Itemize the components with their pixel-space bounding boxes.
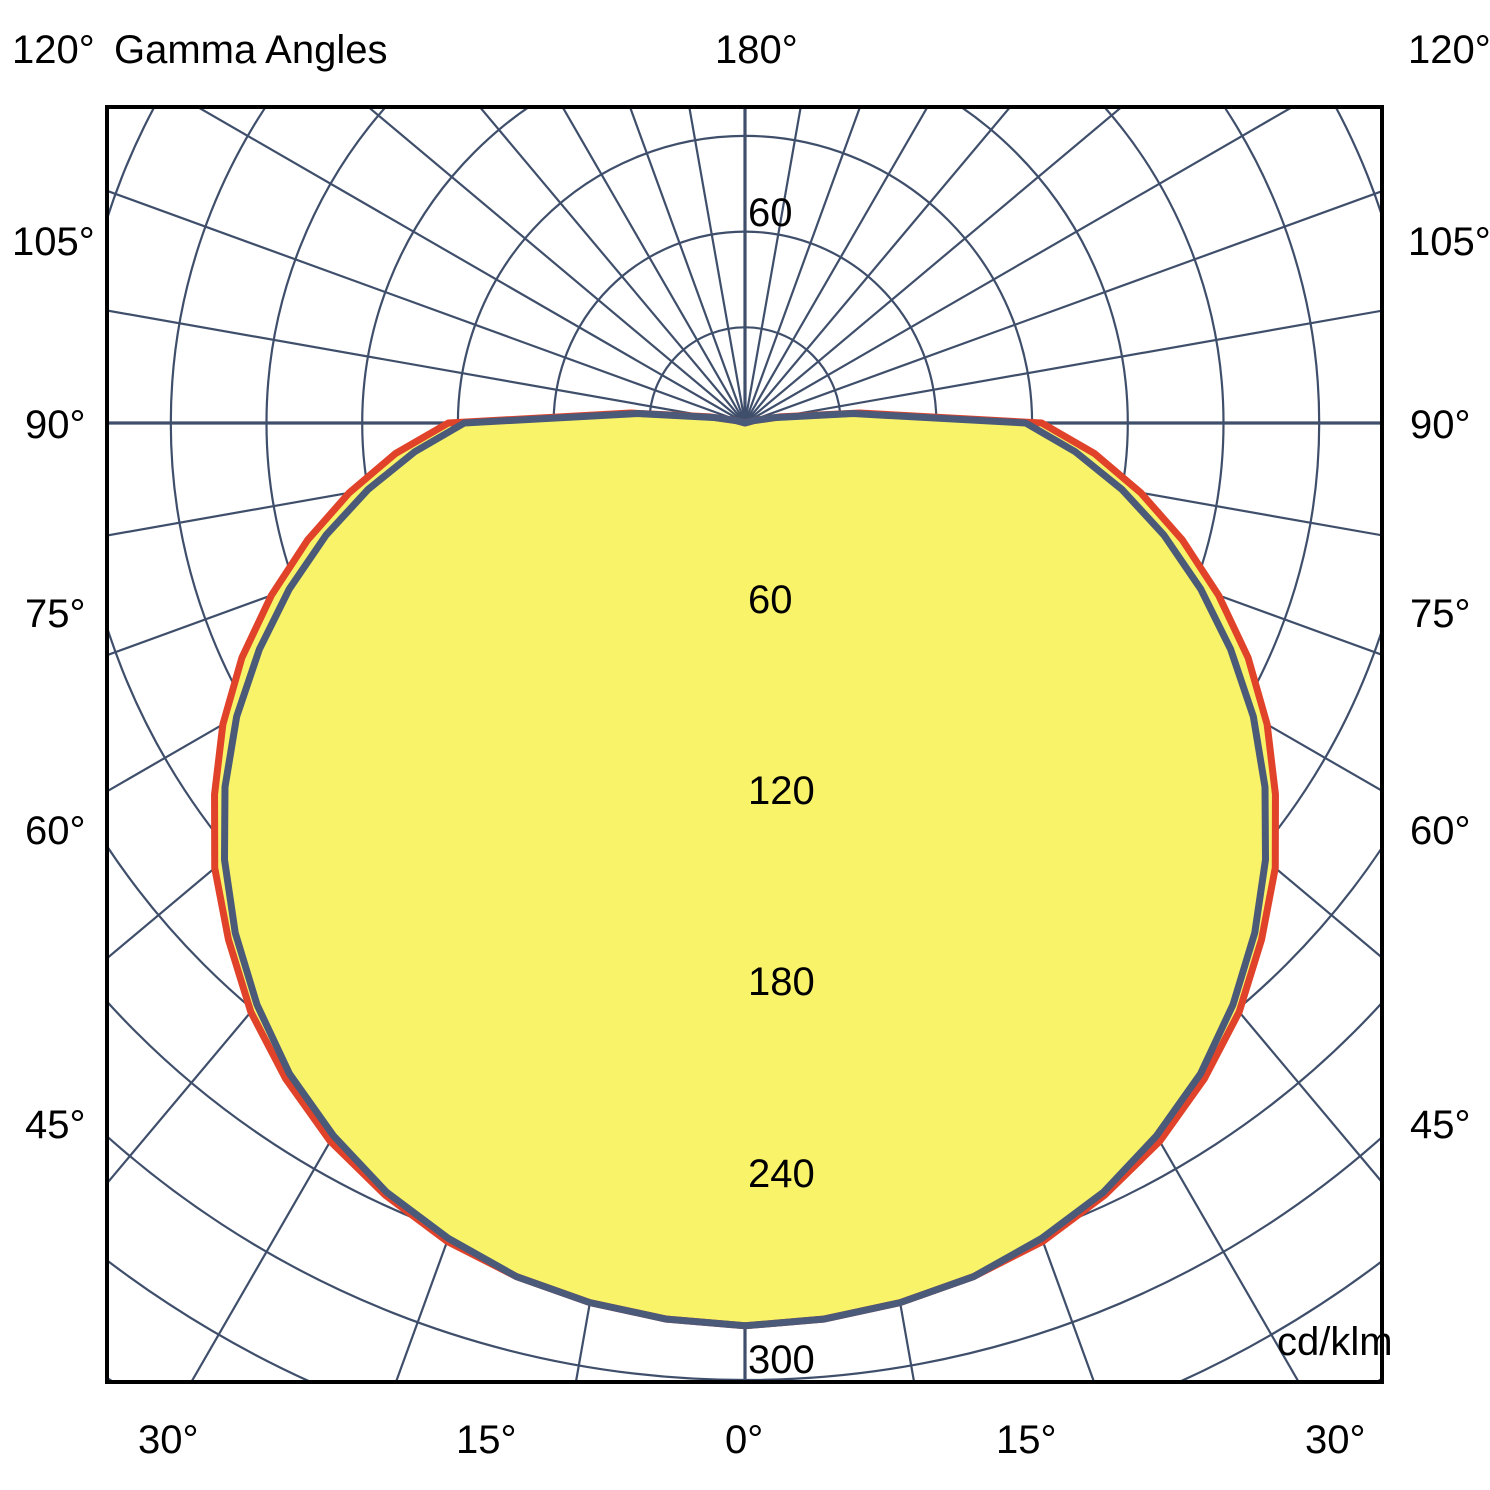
gamma-label-right-75: 75° [1410, 592, 1471, 636]
grid-spoke-310 [366, 107, 746, 424]
curve-path-c0-c180 [221, 410, 1269, 1330]
grid-spoke-320 [478, 107, 746, 424]
c-plane-label-0: 0° [725, 1418, 764, 1462]
grid-spoke-330 [561, 107, 746, 424]
grid-spoke-340 [628, 107, 747, 424]
grid-spoke-350 [688, 107, 747, 424]
grid-spoke-50 [744, 107, 1124, 424]
distribution-filled-region [214, 412, 1276, 1326]
c-plane-label-left-30: 30° [138, 1418, 199, 1462]
gamma-label-right-90: 90° [1410, 403, 1471, 447]
radial-label-180: 180 [748, 960, 815, 1004]
distribution-fill-area [214, 412, 1276, 1326]
grid-spoke-40 [744, 107, 1012, 424]
gamma-label-left-60: 60° [25, 809, 86, 853]
gamma-label-left-120: 120° [12, 28, 95, 72]
grid-spoke-280 [107, 309, 746, 425]
gamma-label-left-105: 105° [12, 220, 95, 264]
grid-spoke-30 [744, 107, 929, 424]
gamma-label-right-45: 45° [1410, 1103, 1471, 1147]
c-plane-label-right-30: 30° [1305, 1418, 1366, 1462]
radial-label-120: 120 [748, 769, 815, 813]
grid-spoke-20 [743, 107, 862, 424]
gamma-label-left-90: 90° [25, 403, 86, 447]
gamma-label-top-180: 180° [715, 28, 798, 72]
grid-spoke-290 [107, 189, 746, 425]
gamma-label-right-105: 105° [1408, 220, 1490, 264]
gamma-label-right-120: 120° [1408, 28, 1490, 72]
page-title: Gamma Angles [114, 28, 388, 72]
grid-spoke-80 [744, 309, 1382, 425]
gamma-label-left-45: 45° [25, 1103, 86, 1147]
radial-label-240: 240 [748, 1152, 815, 1196]
gamma-label-right-60: 60° [1410, 809, 1471, 853]
curve-c0-c180 [221, 410, 1269, 1330]
gamma-label-left-75: 75° [25, 592, 86, 636]
grid-spoke-300 [195, 107, 746, 424]
plot-frame-border [105, 105, 1384, 1384]
grid-spoke-10 [743, 107, 802, 424]
c-plane-label-left-15: 15° [456, 1418, 517, 1462]
radial-label-60-upper: 60 [748, 191, 793, 235]
radial-label-300: 300 [748, 1338, 815, 1382]
unit-label-cd-per-klm: cd/klm [1277, 1320, 1393, 1364]
grid-spoke-60 [744, 107, 1295, 424]
c-plane-label-right-15: 15° [996, 1418, 1057, 1462]
radial-label-60: 60 [748, 578, 793, 622]
grid-spoke-70 [744, 189, 1382, 425]
